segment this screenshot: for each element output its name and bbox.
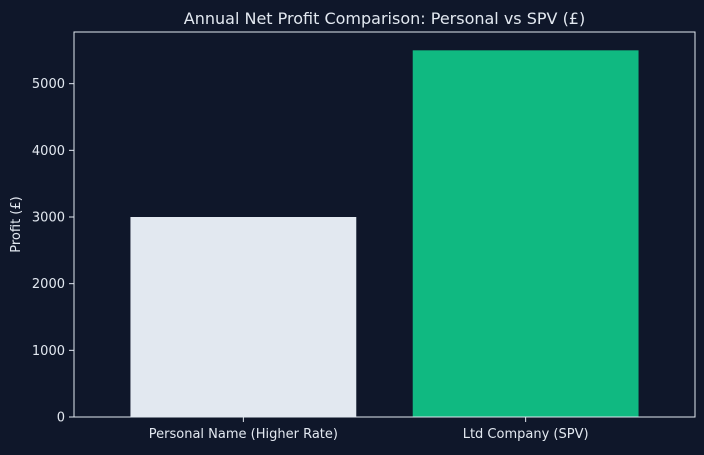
axes-frame <box>73 31 696 418</box>
x-tick-label: Ltd Company (SPV) <box>463 427 589 442</box>
y-tick-label: 0 <box>57 411 65 426</box>
y-tick-label: 2000 <box>32 277 65 292</box>
y-tick-label: 4000 <box>32 144 65 159</box>
x-tick-label: Personal Name (Higher Rate) <box>149 427 338 442</box>
y-tick-label: 1000 <box>32 344 65 359</box>
bar-1 <box>130 217 357 417</box>
y-tick-label: 3000 <box>32 211 65 226</box>
plot-area: Personal Name (Higher Rate) Ltd Company (… <box>32 31 696 442</box>
y-axis-label: Profit (£) <box>9 196 24 252</box>
bar-2 <box>412 50 639 417</box>
chart-title: Annual Net Profit Comparison: Personal v… <box>184 9 585 28</box>
y-tick-label: 5000 <box>32 77 65 92</box>
